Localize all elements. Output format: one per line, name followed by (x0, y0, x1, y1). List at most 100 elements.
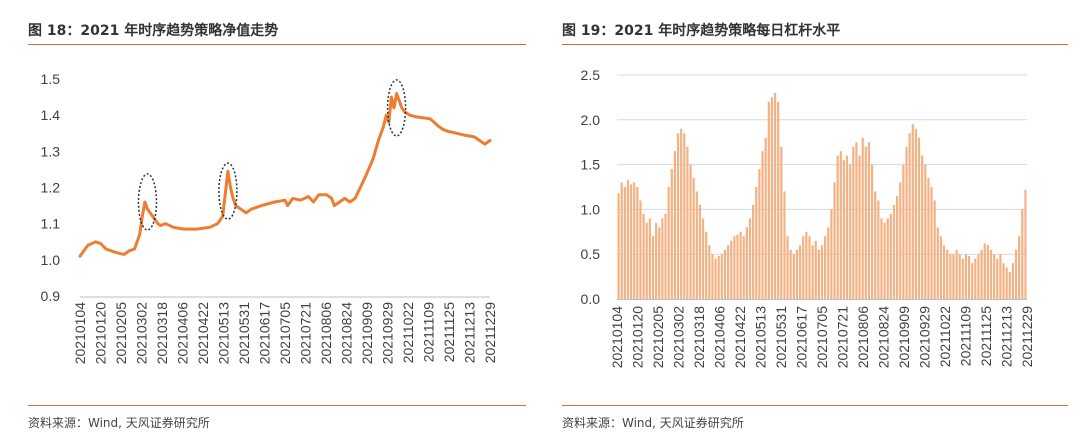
leverage-bar (667, 187, 670, 299)
leverage-bar (905, 146, 908, 299)
x-tick-label: 20210422 (732, 306, 748, 369)
leverage-bar (783, 191, 786, 299)
leverage-bar (933, 200, 936, 299)
x-tick-label: 20210406 (175, 302, 191, 365)
leverage-bar (777, 101, 780, 299)
x-tick-label: 20210531 (236, 302, 252, 365)
y-tick-label: 1.0 (41, 252, 61, 268)
leverage-bar (673, 151, 676, 299)
leverage-bar (758, 169, 761, 299)
x-tick-label: 20211229 (482, 302, 498, 363)
leverage-bar (786, 236, 789, 299)
x-tick-label: 20210104 (72, 302, 88, 365)
y-tick-label: 1.2 (41, 180, 61, 196)
leverage-bar (958, 254, 961, 299)
leverage-bar (680, 128, 683, 299)
footer-divider (562, 405, 1068, 406)
leverage-bar (999, 254, 1002, 299)
leverage-bar (626, 179, 630, 299)
leverage-bar (864, 146, 867, 299)
leverage-bar (633, 182, 636, 299)
leverage-bar (780, 146, 783, 299)
leverage-bar (892, 204, 896, 299)
leverage-bar (883, 222, 886, 299)
leverage-bar (993, 254, 996, 299)
leverage-bar (955, 249, 958, 299)
leverage-bar (983, 243, 986, 299)
x-tick-label: 20211125 (441, 302, 457, 362)
leverage-bar (711, 254, 714, 299)
leverage-bar (717, 255, 720, 299)
x-tick-label: 20210318 (154, 302, 170, 365)
nav-chart-panel: 图 18：2021 年时序趋势策略净值走势 0.9 1.0 1.1 1.2 1.3 1.4… (28, 23, 526, 430)
x-tick-label: 20210513 (753, 306, 769, 369)
leverage-bar (917, 137, 921, 299)
leverage-bar (748, 218, 752, 299)
leverage-bar (814, 240, 817, 299)
peak-annotation-ellipse (386, 79, 407, 137)
leverage-bar (689, 164, 692, 299)
leverage-bar (795, 249, 799, 299)
leverage-bar-chart: 0.0 0.5 1.0 1.5 2.0 2.5 20210104 20210120 202102… (581, 67, 1035, 369)
footer-divider (28, 405, 526, 406)
x-tick-label: 20210617 (257, 302, 273, 365)
leverage-bar (639, 200, 642, 299)
leverage-bar (908, 133, 911, 299)
leverage-bar (874, 191, 877, 299)
leverage-bar (651, 236, 655, 299)
y-tick-label: 2.0 (581, 112, 601, 128)
x-tick-label: 20210721 (835, 306, 851, 369)
x-tick-label: 20210531 (773, 306, 789, 369)
leverage-bar (767, 101, 770, 299)
y-tick-label: 0.9 (41, 288, 61, 304)
leverage-bar (658, 227, 661, 299)
leverage-bar (1011, 263, 1015, 299)
leverage-bar (739, 231, 742, 299)
x-tick-label: 20210104 (609, 306, 625, 369)
leverage-bar (896, 195, 899, 299)
x-tick-label: 20211125 (978, 306, 994, 366)
leverage-bar (930, 187, 933, 299)
leverage-bar (792, 254, 795, 299)
peak-annotation-ellipse (218, 162, 238, 220)
leverage-bar (946, 249, 949, 299)
leverage-bar (827, 227, 830, 299)
leverage-bar (936, 227, 939, 299)
leverage-bar (1002, 263, 1005, 299)
title-divider (562, 44, 1068, 45)
leverage-bar (802, 236, 805, 299)
leverage-bar (648, 218, 651, 299)
x-tick-label: 20211022 (937, 306, 953, 367)
leverage-bar (1018, 236, 1021, 299)
leverage-bar (877, 200, 880, 299)
leverage-bar (714, 258, 717, 299)
leverage-bar (670, 169, 673, 299)
x-tick-label: 20210806 (855, 306, 871, 369)
leverage-bar (733, 236, 736, 299)
leverage-bar (811, 245, 814, 299)
leverage-bar (830, 209, 833, 299)
leverage-bar (870, 164, 874, 299)
leverage-bar (986, 245, 989, 299)
leverage-bar (921, 155, 924, 299)
leverage-bar (720, 254, 723, 299)
y-tick-label: 1.1 (41, 216, 61, 232)
x-tick-label: 20210406 (712, 306, 728, 369)
leverage-bar (752, 204, 755, 299)
leverage-bar (902, 164, 905, 299)
leverage-bar (824, 236, 827, 299)
x-tick-label: 20211022 (400, 302, 416, 363)
leverage-bar (636, 187, 639, 299)
chart-title: 图 19：2021 年时序趋势策略每日杠杆水平 (562, 23, 841, 39)
leverage-bar (817, 249, 820, 299)
leverage-bar (1024, 189, 1027, 299)
leverage-bar (971, 263, 974, 299)
x-tick-label: 20211109 (958, 306, 974, 366)
leverage-bar (968, 255, 971, 299)
leverage-bar (820, 245, 824, 299)
leverage-chart-panel: 图 19：2021 年时序趋势策略每日杠杆水平 0.0 0.5 1.0 1.5 2.0 2… (550, 0, 1080, 442)
leverage-bar (736, 234, 739, 299)
x-tick-label: 20210909 (896, 306, 912, 369)
y-tick-label: 1.5 (41, 71, 61, 87)
y-tick-label: 1.4 (41, 107, 61, 123)
